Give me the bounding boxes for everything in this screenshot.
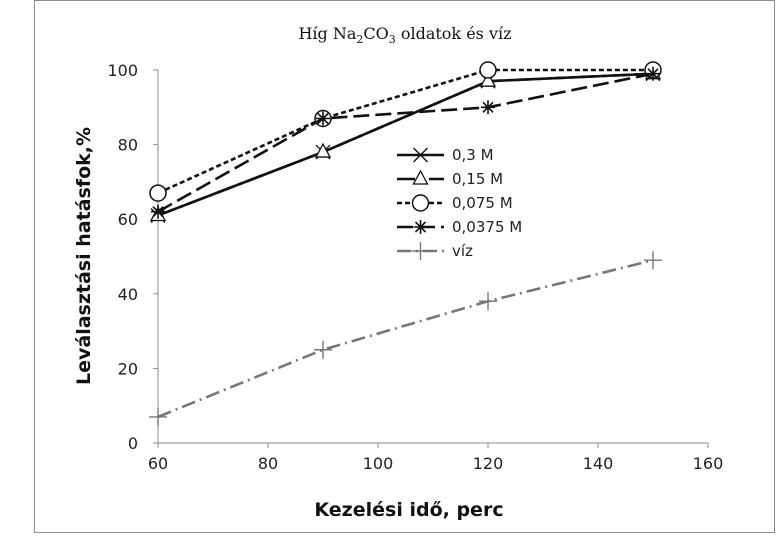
x-tick-label: 120	[473, 454, 504, 473]
axes: 60 80 100 120 140 160 0 20 40 60 80 100	[107, 61, 723, 473]
data-point-marker	[149, 184, 167, 202]
series-line	[157, 72, 654, 217]
series-layer	[149, 61, 662, 426]
series-line	[157, 68, 653, 195]
legend-marker	[412, 169, 429, 185]
y-tick-label: 100	[107, 61, 138, 80]
legend-entry: víz	[397, 242, 473, 260]
legend-marker	[413, 220, 428, 234]
y-tick-label: 60	[118, 210, 138, 229]
line-chart: Híg Na2CO3 oldatok és víz 60 80 100 120 140 1…	[73, 24, 723, 521]
chart-title: Híg Na2CO3 oldatok és víz	[298, 24, 511, 46]
series-5	[149, 251, 662, 426]
series-4	[151, 66, 660, 219]
y-tick-label: 0	[128, 434, 138, 453]
series-line	[157, 258, 654, 419]
x-tick-label: 160	[693, 454, 724, 473]
legend-marker	[411, 194, 430, 212]
x-axis-title: Kezelési idő, perc	[314, 499, 503, 521]
y-tick-label: 40	[118, 285, 138, 304]
legend-label: víz	[452, 242, 473, 260]
data-point-marker	[646, 66, 660, 81]
data-point-marker	[479, 292, 497, 311]
legend-marker	[411, 242, 430, 260]
y-axis-title: Leválasztási hatásfok,%	[73, 127, 95, 385]
data-point-marker	[151, 204, 165, 219]
data-point-marker	[149, 407, 167, 426]
legend-label: 0,075 M	[452, 194, 513, 212]
y-tick-label: 20	[118, 359, 138, 378]
legend-label: 0,15 M	[452, 170, 503, 188]
legend-entry: 0,0375 M	[397, 218, 522, 236]
data-point-marker	[479, 61, 497, 79]
legend-entry: 0,075 M	[397, 194, 513, 212]
x-tick-label: 80	[258, 454, 278, 473]
y-tick-label: 80	[118, 136, 138, 155]
legend-label: 0,0375 M	[452, 218, 522, 236]
data-point-marker	[479, 71, 497, 87]
legend: 0,3 M 0,15 M 0,075 M 0,0375 M víz	[397, 146, 522, 260]
chart-frame: Híg Na2CO3 oldatok és víz 60 80 100 120 140 1…	[34, 0, 775, 533]
data-point-marker	[644, 251, 662, 270]
legend-entry: 0,15 M	[397, 169, 503, 188]
data-point-marker	[481, 100, 495, 115]
legend-marker	[413, 147, 428, 163]
legend-entry: 0,3 M	[397, 146, 494, 164]
data-point-marker	[316, 111, 330, 126]
x-tick-label: 140	[583, 454, 614, 473]
legend-label: 0,3 M	[452, 146, 494, 164]
data-point-marker	[314, 142, 332, 158]
series-line	[157, 72, 654, 213]
x-tick-label: 100	[363, 454, 394, 473]
series-1	[150, 66, 661, 223]
data-point-marker	[314, 340, 332, 359]
x-tick-label: 60	[148, 454, 168, 473]
